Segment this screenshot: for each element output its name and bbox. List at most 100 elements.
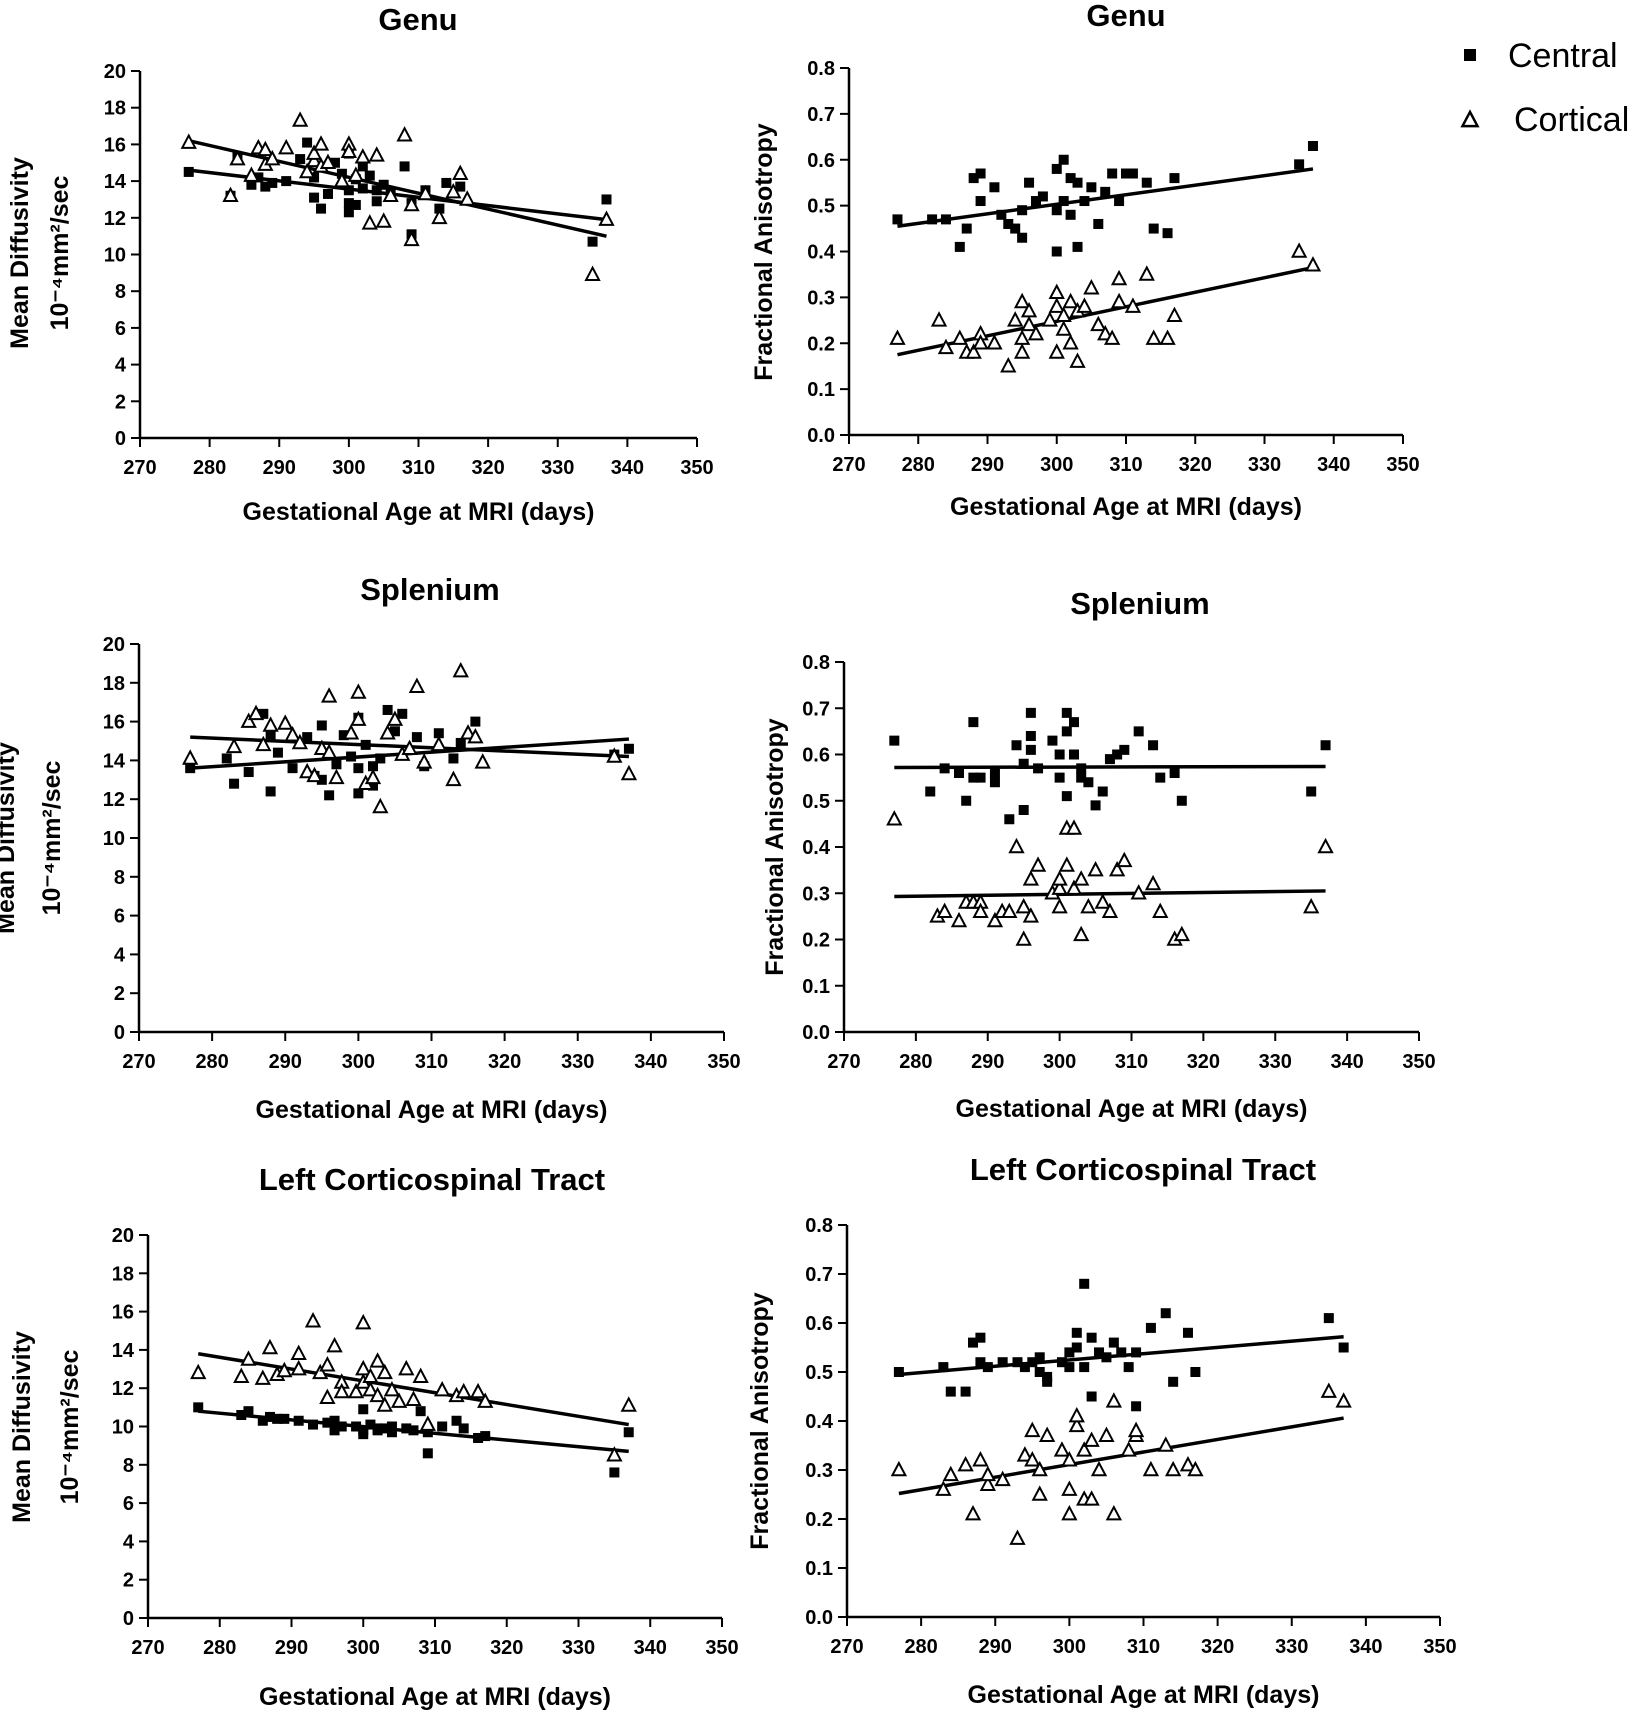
cortical-data-point [1051,870,1068,886]
central-data-point [185,763,196,774]
cortical-data-point [376,1363,393,1380]
y-tick-label: 0.4 [805,1411,834,1433]
central-data-point [353,788,364,799]
central-data-point [329,157,340,168]
cortical-data-point [445,770,462,787]
legend: Central Cortical [1460,37,1629,139]
central-data-point [324,790,335,801]
series-cortical [890,1382,1352,1545]
cortical-data-point [1062,334,1079,350]
cortical-data-point [935,1480,952,1496]
y-tick-label: 0.0 [802,1022,830,1044]
x-axis-label: Gestational Age at MRI (days) [968,1681,1320,1709]
central-data-point [1131,1347,1142,1358]
cortical-data-point [1051,879,1068,895]
central-data-point [989,777,1000,788]
central-data-point [1338,1342,1349,1353]
cortical-data-point [1015,897,1032,914]
cortical-data-point [328,768,345,785]
cortical-data-point [412,1367,429,1383]
x-tick-label: 340 [1330,1051,1363,1073]
x-tick-label: 350 [1386,454,1419,476]
x-tick-label: 270 [832,454,865,476]
central-data-point [1141,177,1152,188]
y-tick-label: 0.6 [807,150,835,172]
legend-label: Cortical [1514,101,1629,139]
chart-title: Left Corticospinal Tract [259,1162,605,1197]
cortical-data-point [1105,1504,1123,1521]
central-data-point [1108,1337,1119,1348]
cortical-data-point [1000,357,1017,373]
central-data-point [1086,1391,1097,1402]
central-data-point [1056,1357,1067,1368]
central-data-point [1025,707,1036,718]
cortical-data-point [319,1356,336,1372]
central-regression-line [894,764,1326,770]
y-tick-label: 18 [103,673,125,695]
central-data-point [1017,205,1028,216]
central-data-point [260,181,271,192]
central-data-point [343,198,354,209]
central-data-point [1058,196,1069,207]
x-tick-label: 320 [490,1637,523,1659]
cortical-data-point [347,1382,365,1399]
cortical-data-point [264,149,281,166]
cortical-data-point [1041,311,1058,327]
central-data-point [351,1421,362,1432]
cortical-data-point [383,1380,401,1397]
cortical-data-point [180,133,197,149]
central-data-point [1119,744,1130,755]
cortical-data-point [455,1382,472,1399]
y-axis-label: Fractional Anisotropy [746,1292,774,1550]
central-data-point [309,192,320,203]
x-tick-label: 350 [707,1051,740,1073]
central-data-point [470,716,481,727]
central-data-point [1054,772,1065,783]
cortical-data-point [598,210,615,226]
central-data-point [434,203,445,214]
cortical-data-point [305,144,323,160]
central-data-point [1065,209,1076,220]
central-data-point [1079,196,1090,207]
cortical-data-point [1073,925,1090,942]
cortical-data-point [1007,311,1024,327]
central-data-point [1169,173,1180,184]
central-data-point [1034,1352,1045,1363]
central-data-point [264,1411,275,1422]
cortical-data-point [1068,1416,1085,1433]
x-tick-label: 300 [342,1051,375,1073]
central-data-point [1131,1401,1142,1412]
series-central [893,1278,1349,1412]
cortical-data-point [1024,1421,1041,1438]
central-data-point [1072,177,1083,188]
cortical-data-point [306,766,323,783]
cortical-data-point [368,146,385,162]
y-tick-label: 6 [114,906,125,928]
cortical-regression-line [188,139,607,238]
y-tick-label: 0.2 [807,333,835,355]
central-data-point [892,214,903,225]
y-tick-label: 0.6 [805,1313,833,1335]
series-cortical [180,111,615,281]
central-data-point [338,730,349,741]
cortical-data-point [379,724,396,740]
central-data-point [1162,228,1173,239]
x-tick-label: 290 [275,1637,308,1659]
cortical-data-point [964,1504,982,1521]
cortical-data-point [1120,1441,1137,1457]
x-tick-label: 280 [904,1636,937,1658]
central-data-point [975,196,986,207]
central-data-point [1071,1327,1082,1338]
cortical-data-point [1142,1460,1160,1477]
central-data-point [1090,800,1101,811]
y-tick-label: 6 [123,1493,134,1515]
central-data-point [968,173,979,184]
central-data-point [480,1431,491,1442]
central-data-point [302,137,313,148]
central-data-point [1051,246,1062,257]
central-data-point [1182,1327,1193,1338]
cortical-data-point [1164,1460,1182,1477]
cortical-data-point [350,683,367,699]
cortical-data-point [1290,242,1308,258]
